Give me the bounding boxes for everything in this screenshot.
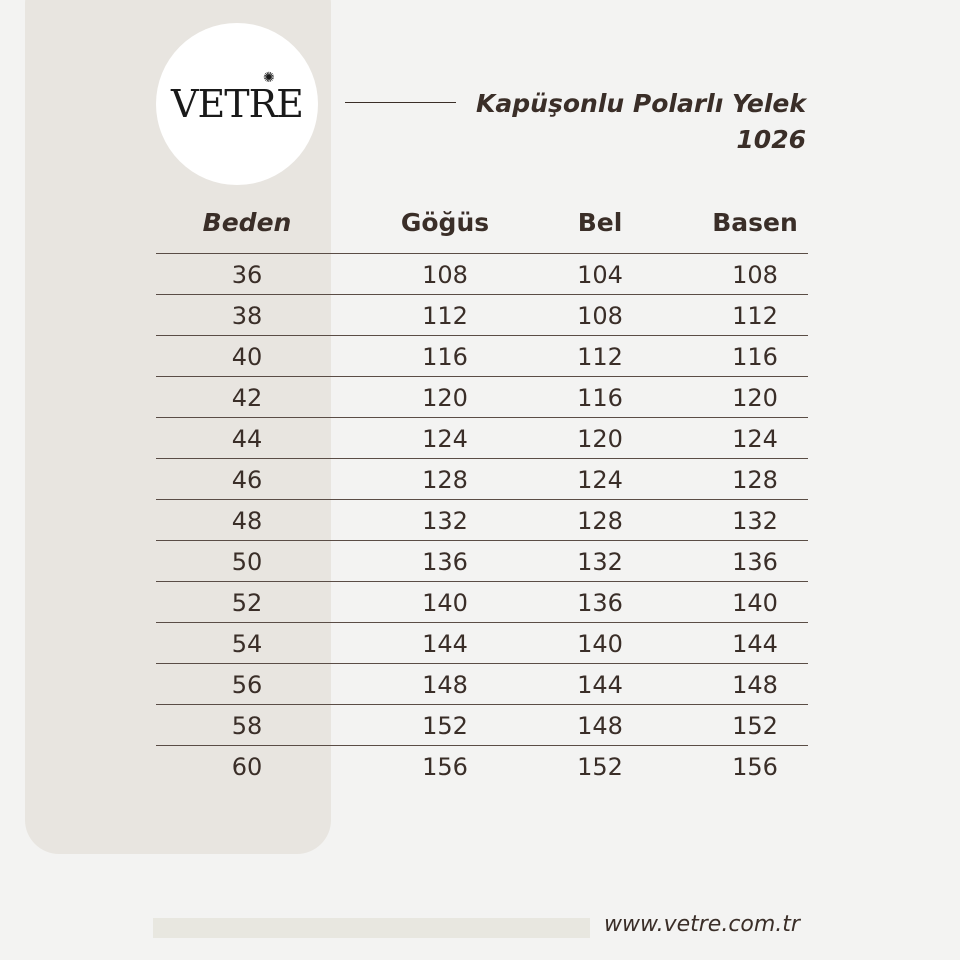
waist-cell: 112: [577, 343, 623, 371]
hip-cell: 148: [732, 671, 778, 699]
waist-cell: 120: [577, 425, 623, 453]
chest-cell: 144: [422, 630, 468, 658]
logo-text: VETRE: [171, 82, 304, 126]
hip-cell: 120: [732, 384, 778, 412]
waist-cell: 136: [577, 589, 623, 617]
waist-cell: 148: [577, 712, 623, 740]
waist-cell: 152: [577, 753, 623, 781]
chest-cell: 140: [422, 589, 468, 617]
row-divider: [156, 335, 808, 336]
chest-cell: 112: [422, 302, 468, 330]
table-row: 46 128 124 128: [156, 459, 808, 499]
size-table: Beden Göğüs Bel Basen 36 108 104 108 38 112 10…: [156, 200, 808, 786]
row-divider: [156, 458, 808, 459]
waist-cell: 124: [577, 466, 623, 494]
table-row: 58 152 148 152: [156, 705, 808, 745]
chest-cell: 156: [422, 753, 468, 781]
header-gogus: Göğüs: [400, 208, 490, 237]
header-bel: Bel: [577, 208, 623, 237]
product-code: 1026: [736, 125, 806, 154]
size-cell: 36: [231, 261, 263, 289]
row-divider: [156, 499, 808, 500]
palm-leaf-icon: ✺: [263, 70, 275, 86]
waist-cell: 144: [577, 671, 623, 699]
footer-bar: [153, 918, 590, 938]
chest-cell: 120: [422, 384, 468, 412]
table-row: 50 136 132 136: [156, 541, 808, 581]
row-divider: [156, 663, 808, 664]
table-row: 54 144 140 144: [156, 623, 808, 663]
website-link[interactable]: www.vetre.com.tr: [604, 912, 800, 937]
waist-cell: 132: [577, 548, 623, 576]
chest-cell: 148: [422, 671, 468, 699]
page-title: Kapüşonlu Polarlı Yelek 1026: [476, 86, 806, 158]
table-row: 48 132 128 132: [156, 500, 808, 540]
row-divider: [156, 581, 808, 582]
hip-cell: 136: [732, 548, 778, 576]
row-divider: [156, 745, 808, 746]
size-cell: 48: [231, 507, 263, 535]
row-divider: [156, 417, 808, 418]
size-cell: 60: [231, 753, 263, 781]
hip-cell: 132: [732, 507, 778, 535]
size-cell: 54: [231, 630, 263, 658]
table-row: 60 156 152 156: [156, 746, 808, 786]
size-cell: 44: [231, 425, 263, 453]
hip-cell: 140: [732, 589, 778, 617]
chest-cell: 136: [422, 548, 468, 576]
row-divider: [156, 376, 808, 377]
table-row: 42 120 116 120: [156, 377, 808, 417]
waist-cell: 116: [577, 384, 623, 412]
hip-cell: 116: [732, 343, 778, 371]
row-divider: [156, 294, 808, 295]
table-row: 40 116 112 116: [156, 336, 808, 376]
table-header: Beden Göğüs Bel Basen: [156, 200, 808, 253]
size-cell: 52: [231, 589, 263, 617]
table-row: 56 148 144 148: [156, 664, 808, 704]
hip-cell: 112: [732, 302, 778, 330]
hip-cell: 128: [732, 466, 778, 494]
table-row: 38 112 108 112: [156, 295, 808, 335]
table-row: 44 124 120 124: [156, 418, 808, 458]
chest-cell: 152: [422, 712, 468, 740]
hip-cell: 156: [732, 753, 778, 781]
brand-logo: VETRE ✺: [156, 23, 318, 185]
chest-cell: 108: [422, 261, 468, 289]
waist-cell: 108: [577, 302, 623, 330]
size-cell: 40: [231, 343, 263, 371]
waist-cell: 128: [577, 507, 623, 535]
row-divider: [156, 622, 808, 623]
row-divider: [156, 253, 808, 254]
waist-cell: 104: [577, 261, 623, 289]
chest-cell: 132: [422, 507, 468, 535]
size-cell: 42: [231, 384, 263, 412]
size-cell: 38: [231, 302, 263, 330]
chest-cell: 124: [422, 425, 468, 453]
size-cell: 56: [231, 671, 263, 699]
hip-cell: 152: [732, 712, 778, 740]
row-divider: [156, 540, 808, 541]
hip-cell: 144: [732, 630, 778, 658]
header-basen: Basen: [712, 208, 798, 237]
size-cell: 46: [231, 466, 263, 494]
hip-cell: 108: [732, 261, 778, 289]
table-row: 52 140 136 140: [156, 582, 808, 622]
chest-cell: 128: [422, 466, 468, 494]
product-name: Kapüşonlu Polarlı Yelek: [476, 89, 806, 118]
size-cell: 50: [231, 548, 263, 576]
chest-cell: 116: [422, 343, 468, 371]
size-cell: 58: [231, 712, 263, 740]
title-divider: [345, 102, 456, 103]
hip-cell: 124: [732, 425, 778, 453]
table-row: 36 108 104 108: [156, 254, 808, 294]
header-beden: Beden: [202, 208, 292, 237]
row-divider: [156, 704, 808, 705]
waist-cell: 140: [577, 630, 623, 658]
